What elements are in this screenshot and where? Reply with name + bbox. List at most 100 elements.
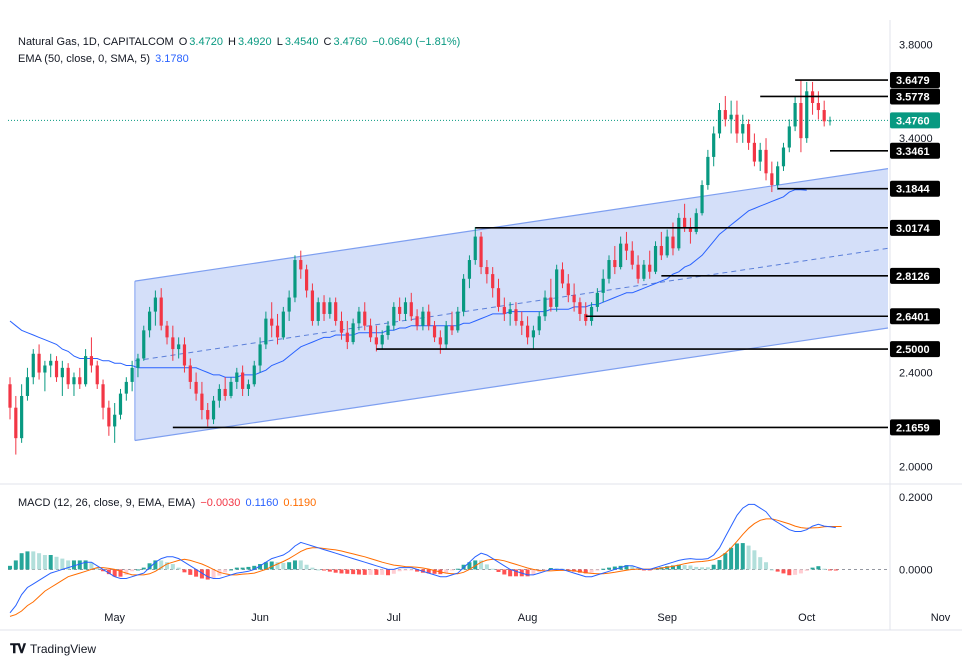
candle-body bbox=[264, 318, 268, 345]
candle-body bbox=[491, 274, 495, 289]
ema-value: 3.1780 bbox=[155, 53, 189, 65]
candle-body bbox=[60, 367, 64, 378]
candle-body bbox=[555, 269, 559, 307]
candle-body bbox=[374, 337, 378, 345]
level-label-box bbox=[890, 219, 940, 236]
open-label: O bbox=[178, 36, 188, 48]
level-label: 2.5000 bbox=[896, 344, 930, 356]
macd-line bbox=[9, 503, 836, 614]
candle-body bbox=[525, 325, 530, 338]
macd-hist-bar bbox=[275, 562, 280, 570]
macd-hist-bar bbox=[409, 569, 414, 571]
candle-body bbox=[502, 306, 506, 314]
macd-hist-bar bbox=[746, 545, 751, 570]
candle-body bbox=[386, 325, 390, 336]
candle-body bbox=[677, 217, 681, 249]
macd-hist-bar bbox=[345, 569, 350, 574]
macd-hist-bar bbox=[566, 569, 571, 571]
time-axis-label: Sep bbox=[657, 612, 677, 624]
candle-body bbox=[776, 166, 780, 186]
time-axis-label: May bbox=[104, 612, 125, 624]
candle-body bbox=[462, 278, 466, 312]
candle-body bbox=[642, 264, 646, 279]
level-label: 3.0174 bbox=[896, 223, 931, 235]
macd-hist-bar bbox=[83, 560, 88, 570]
macd-hist-bar bbox=[630, 565, 635, 570]
tradingview-logo[interactable]: 𝐓𝐕 TradingView bbox=[10, 641, 96, 657]
candle-body bbox=[177, 344, 181, 350]
macd-hist-bar bbox=[583, 569, 588, 574]
macd-hist-bar bbox=[322, 569, 327, 571]
macd-hist-bar bbox=[403, 569, 408, 571]
macd-hist-bar bbox=[426, 569, 431, 574]
candle-body bbox=[281, 311, 285, 338]
macd-hist-bar bbox=[176, 567, 181, 570]
macd-hist-bar bbox=[386, 569, 391, 576]
price-legend: Natural Gas, 1D, CAPITALCOM O 3.4720 H 3.4… bbox=[18, 36, 462, 48]
open-value: 3.4720 bbox=[189, 36, 223, 48]
candle-body bbox=[398, 306, 402, 314]
candle-body bbox=[496, 288, 501, 307]
level-label-box bbox=[890, 419, 940, 436]
macd-hist-bar bbox=[351, 569, 356, 575]
macd-hist-bar bbox=[415, 569, 420, 572]
candle-body bbox=[816, 103, 820, 111]
macd-hist-bar bbox=[577, 569, 582, 573]
macd-hist-bar bbox=[793, 569, 798, 575]
high-value: 3.4920 bbox=[237, 36, 272, 48]
macd-hist-bar bbox=[66, 560, 71, 570]
candle-body bbox=[764, 149, 768, 174]
candle-body bbox=[508, 309, 512, 314]
macd-hist-bar bbox=[694, 566, 699, 570]
high-label: H bbox=[228, 36, 236, 48]
candle-body bbox=[78, 377, 82, 385]
candle-body bbox=[8, 384, 12, 408]
macd-signal-value: 0.1190 bbox=[283, 497, 317, 509]
candle-body bbox=[380, 335, 384, 345]
level-label-box bbox=[890, 180, 940, 197]
candle-body bbox=[316, 302, 320, 321]
macd-hist-bar bbox=[531, 569, 536, 575]
macd-hist-bar bbox=[101, 569, 106, 572]
time-axis-label: Aug bbox=[518, 612, 538, 624]
candle-body bbox=[514, 309, 518, 321]
macd-label: MACD (12, 26, close, 9, EMA, EMA) bbox=[18, 497, 196, 509]
macd-hist-bar bbox=[682, 565, 687, 570]
candle-body bbox=[450, 325, 454, 331]
channel-upper-line bbox=[134, 168, 889, 282]
macd-hist-bar bbox=[316, 569, 321, 571]
candle-body bbox=[665, 236, 669, 256]
macd-hist-bar bbox=[670, 565, 675, 570]
candle-body bbox=[485, 267, 489, 275]
macd-hist-bar bbox=[810, 567, 815, 570]
macd-hist-bar bbox=[688, 565, 693, 570]
macd-hist-bar bbox=[764, 562, 769, 570]
macd-hist-bar bbox=[734, 543, 739, 570]
candle-body bbox=[153, 297, 157, 312]
macd-hist-bar bbox=[194, 569, 199, 577]
candle-body bbox=[345, 332, 349, 343]
candle-body bbox=[334, 302, 338, 321]
macd-hist-bar bbox=[508, 569, 513, 577]
macd-hist-bar bbox=[223, 569, 228, 573]
macd-hist-bar bbox=[473, 560, 478, 570]
candle-body bbox=[136, 358, 140, 368]
macd-hist-bar bbox=[798, 569, 803, 574]
close-value: 3.4760 bbox=[333, 36, 368, 48]
candle-body bbox=[25, 377, 30, 396]
macd-tick-label: 0.2000 bbox=[899, 492, 933, 504]
price-tick-label: 3.4000 bbox=[899, 133, 933, 145]
macd-hist-bar bbox=[484, 564, 489, 570]
time-axis-label: Jun bbox=[251, 612, 269, 624]
price-tick-label: 2.0000 bbox=[899, 461, 933, 473]
candle-body bbox=[473, 236, 477, 261]
macd-hist-value: −0.0030 bbox=[200, 497, 241, 509]
macd-hist-bar bbox=[589, 569, 594, 573]
candle-body bbox=[194, 381, 198, 394]
macd-hist-bar bbox=[548, 568, 553, 570]
candle-body bbox=[456, 311, 460, 331]
candle-body bbox=[275, 325, 280, 338]
candle-body bbox=[95, 365, 99, 385]
candle-body bbox=[717, 110, 722, 134]
